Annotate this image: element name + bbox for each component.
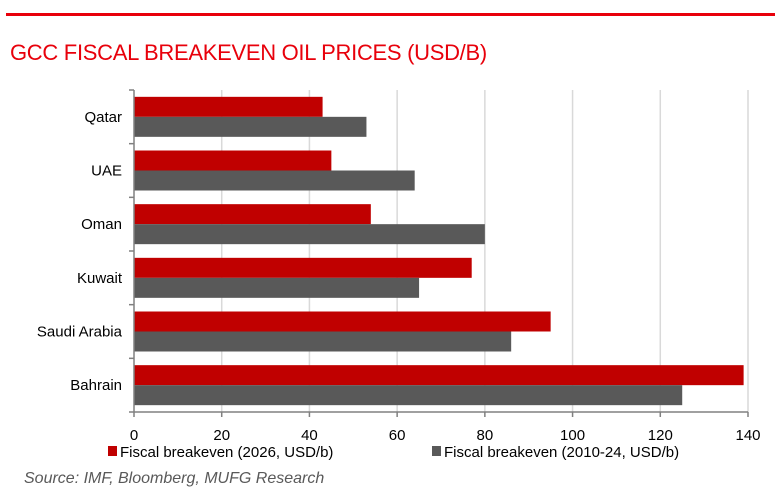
chart-title: GCC FISCAL BREAKEVEN OIL PRICES (USD/B): [10, 40, 487, 65]
bar-2026: [134, 150, 332, 171]
bar-2010-24: [134, 170, 415, 191]
bar-2026: [134, 204, 371, 225]
y-category-label: UAE: [91, 163, 122, 180]
bar-2026: [134, 96, 323, 117]
x-tick-label: 80: [477, 427, 494, 444]
y-category-label: Bahrain: [70, 377, 122, 394]
y-category-label: Qatar: [84, 109, 122, 126]
x-tick-label: 0: [130, 427, 138, 444]
bar-2010-24: [134, 224, 485, 245]
source-note: Source: IMF, Bloomberg, MUFG Research: [24, 470, 325, 487]
y-category-label: Saudi Arabia: [37, 324, 123, 341]
x-tick-label: 60: [389, 427, 406, 444]
legend-label: Fiscal breakeven (2026, USD/b): [120, 444, 333, 461]
y-category-label: Oman: [81, 216, 122, 233]
x-tick-label: 100: [560, 427, 585, 444]
bar-2026: [134, 257, 472, 278]
bar-2010-24: [134, 116, 367, 137]
top-rule: [6, 13, 775, 16]
legend-swatch: [108, 446, 117, 456]
bar-2010-24: [134, 277, 420, 298]
y-category-label: Kuwait: [77, 270, 123, 287]
legend-swatch: [432, 446, 441, 456]
bar-2026: [134, 365, 744, 386]
x-tick-label: 40: [301, 427, 318, 444]
x-tick-label: 20: [213, 427, 230, 444]
bar-2010-24: [134, 331, 512, 352]
x-tick-label: 120: [648, 427, 673, 444]
x-tick-label: 140: [735, 427, 760, 444]
legend-label: Fiscal breakeven (2010-24, USD/b): [444, 444, 679, 461]
bar-2026: [134, 311, 551, 332]
bar-2010-24: [134, 385, 683, 406]
